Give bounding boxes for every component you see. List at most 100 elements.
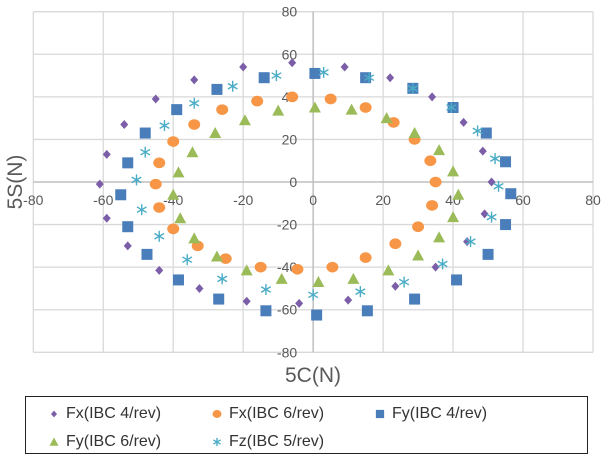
data-point-diamond xyxy=(340,62,349,72)
data-point-circle xyxy=(324,93,337,105)
y-tick-label: 80 xyxy=(282,4,298,20)
series-3 xyxy=(167,101,465,288)
data-point-diamond xyxy=(190,75,199,85)
data-point-triangle xyxy=(382,264,395,276)
data-point-asterisk xyxy=(465,236,476,248)
data-point-asterisk xyxy=(159,120,170,132)
data-point-triangle xyxy=(345,103,358,115)
legend-label: Fy(IBC 4/rev) xyxy=(392,405,488,422)
data-point-asterisk xyxy=(140,146,151,158)
data-point-asterisk xyxy=(493,180,504,192)
data-point-diamond xyxy=(123,241,132,251)
data-point-diamond xyxy=(151,94,160,104)
data-point-square xyxy=(360,72,372,84)
data-point-circle xyxy=(153,157,166,169)
data-point-square xyxy=(172,274,184,286)
data-point-square xyxy=(480,127,492,139)
data-point-square xyxy=(409,293,421,305)
legend: Fx(IBC 4/rev) Fx(IBC 6/rev) Fy(IBC 4/rev) F… xyxy=(25,396,588,454)
data-point-asterisk xyxy=(398,276,410,288)
data-point-asterisk xyxy=(227,80,238,92)
data-point-diamond xyxy=(95,179,104,189)
legend-marker xyxy=(212,410,222,418)
data-point-asterisk xyxy=(271,70,282,82)
data-point-circle xyxy=(216,104,229,115)
series-1 xyxy=(149,91,442,275)
data-point-triangle xyxy=(210,250,223,262)
data-point-circle xyxy=(219,253,232,264)
legend-marker xyxy=(375,409,385,419)
data-point-circle xyxy=(188,119,201,130)
data-point-square xyxy=(451,274,463,286)
data-point-square xyxy=(361,305,373,317)
data-point-asterisk xyxy=(154,230,165,242)
legend-marker-diamond-icon xyxy=(51,410,57,418)
legend-label: Fx(IBC 6/rev) xyxy=(229,405,325,422)
data-point-triangle xyxy=(452,188,465,200)
data-point-asterisk xyxy=(486,211,497,223)
data-point-triangle xyxy=(238,114,251,126)
data-point-triangle xyxy=(308,101,321,113)
data-point-diamond xyxy=(463,237,472,247)
data-point-diamond xyxy=(102,149,111,159)
data-point-circle xyxy=(153,202,166,213)
data-point-circle xyxy=(167,136,180,147)
data-point-diamond xyxy=(344,295,353,305)
y-tick-label: 60 xyxy=(282,46,298,62)
data-point-square xyxy=(139,127,151,139)
data-point-square xyxy=(505,188,517,200)
data-point-circle xyxy=(254,261,267,273)
data-point-triangle xyxy=(275,272,288,284)
axes xyxy=(33,11,593,353)
data-point-square xyxy=(260,305,272,317)
x-tick-label: -60 xyxy=(93,192,113,208)
legend-label: Fz(IBC 5/rev) xyxy=(229,433,325,450)
data-point-square xyxy=(258,72,270,84)
data-point-asterisk xyxy=(437,258,448,270)
data-point-circle xyxy=(429,176,442,188)
data-point-circle xyxy=(291,263,304,275)
data-point-triangle xyxy=(433,144,446,156)
data-point-triangle xyxy=(447,211,460,223)
data-point-square xyxy=(141,248,153,260)
x-tick-label: -80 xyxy=(23,192,43,208)
legend-item: Fz(IBC 5/rev) xyxy=(211,433,324,451)
data-point-square xyxy=(122,157,134,169)
data-point-circle xyxy=(412,221,425,233)
x-tick-label: 0 xyxy=(309,192,317,208)
data-point-diamond xyxy=(239,62,248,72)
data-point-diamond xyxy=(155,265,164,275)
legend-marker-square-icon xyxy=(375,409,385,419)
data-point-triangle xyxy=(447,165,460,177)
x-tick-label: 80 xyxy=(585,192,601,208)
data-point-circle xyxy=(424,155,437,167)
data-point-triangle xyxy=(172,166,185,178)
data-point-diamond xyxy=(295,298,304,308)
data-point-square xyxy=(311,309,323,321)
data-point-triangle xyxy=(380,112,393,124)
data-point-triangle xyxy=(312,276,325,288)
legend-label: Fx(IBC 4/rev) xyxy=(66,405,162,422)
series-0 xyxy=(95,58,496,308)
data-point-triangle xyxy=(186,146,199,158)
data-point-diamond xyxy=(428,92,437,102)
data-point-diamond xyxy=(391,281,400,291)
data-point-diamond xyxy=(431,262,440,272)
data-point-asterisk xyxy=(355,286,366,298)
data-point-diamond xyxy=(242,296,251,306)
data-point-triangle xyxy=(412,249,425,261)
data-point-asterisk xyxy=(182,254,193,266)
data-point-diamond xyxy=(386,73,395,83)
data-point-square xyxy=(447,101,459,113)
data-point-diamond xyxy=(102,213,111,223)
legend-item: Fy(IBC 6/rev) xyxy=(48,433,161,451)
series-4 xyxy=(131,66,504,301)
data-point-triangle xyxy=(188,232,201,244)
data-point-diamond xyxy=(480,209,489,219)
data-point-triangle xyxy=(240,264,253,276)
data-point-square xyxy=(171,104,183,116)
data-point-asterisk xyxy=(489,153,501,165)
y-tick-label: -20 xyxy=(277,217,297,233)
legend-item: Fx(IBC 4/rev) xyxy=(48,405,161,423)
